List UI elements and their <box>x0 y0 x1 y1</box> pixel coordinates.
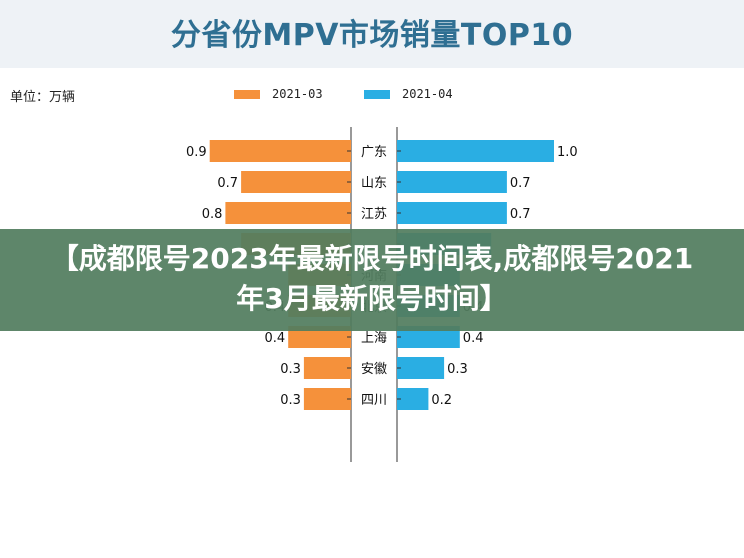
category-label-江苏: 江苏 <box>361 206 387 222</box>
category-label-上海: 上海 <box>361 331 387 346</box>
legend-swatch-2021-03 <box>234 89 260 99</box>
value-label-2021-03-上海: 0.4 <box>265 331 286 346</box>
value-label-2021-04-四川: 0.2 <box>431 393 452 408</box>
value-label-2021-03-江苏: 0.8 <box>202 207 223 222</box>
bar-2021-04-山东 <box>397 171 507 193</box>
value-label-2021-04-山东: 0.7 <box>510 176 531 191</box>
overlay-banner: 【成都限号2023年最新限号时间表,成都限号2021年3月最新限号时间】 <box>0 229 744 331</box>
bar-2021-04-江苏 <box>397 202 507 224</box>
bar-2021-04-四川 <box>397 388 429 410</box>
legend-item-2021-03: 2021-03 <box>234 86 323 102</box>
category-label-四川: 四川 <box>361 393 387 408</box>
overlay-banner-text: 【成都限号2023年最新限号时间表,成都限号2021年3月最新限号时间】 <box>50 242 694 315</box>
bar-2021-04-上海 <box>397 326 460 348</box>
value-label-2021-04-江苏: 0.7 <box>510 207 531 222</box>
bar-2021-04-广东 <box>397 140 554 162</box>
legend-item-2021-04: 2021-04 <box>364 86 453 102</box>
unit-label: 单位：万辆 <box>10 90 76 105</box>
value-label-2021-04-上海: 0.4 <box>463 331 484 346</box>
value-label-2021-03-安徽: 0.3 <box>280 362 301 377</box>
legend-swatch-2021-04 <box>364 89 390 99</box>
legend-label-2021-03: 2021-03 <box>272 87 323 101</box>
bar-2021-03-上海 <box>288 326 351 348</box>
title-band <box>0 0 744 68</box>
bar-2021-03-山东 <box>241 171 351 193</box>
value-label-2021-03-广东: 0.9 <box>186 145 207 160</box>
bar-2021-03-安徽 <box>303 357 351 379</box>
value-label-2021-03-山东: 0.7 <box>217 176 238 191</box>
category-label-山东: 山东 <box>361 176 387 191</box>
bar-2021-03-四川 <box>303 388 351 410</box>
value-label-2021-03-四川: 0.3 <box>280 393 301 408</box>
category-label-安徽: 安徽 <box>361 362 387 377</box>
bar-2021-03-广东 <box>209 140 351 162</box>
bar-2021-03-江苏 <box>225 202 351 224</box>
category-label-广东: 广东 <box>361 145 387 160</box>
chart-title: 分省份MPV市场销量TOP10 <box>170 18 574 53</box>
value-label-2021-04-广东: 1.0 <box>557 145 578 160</box>
bar-2021-04-安徽 <box>397 357 445 379</box>
value-label-2021-04-安徽: 0.3 <box>447 362 468 377</box>
legend-label-2021-04: 2021-04 <box>402 87 453 101</box>
